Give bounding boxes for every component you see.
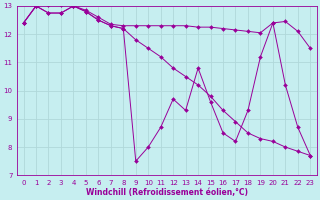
X-axis label: Windchill (Refroidissement éolien,°C): Windchill (Refroidissement éolien,°C) (86, 188, 248, 197)
